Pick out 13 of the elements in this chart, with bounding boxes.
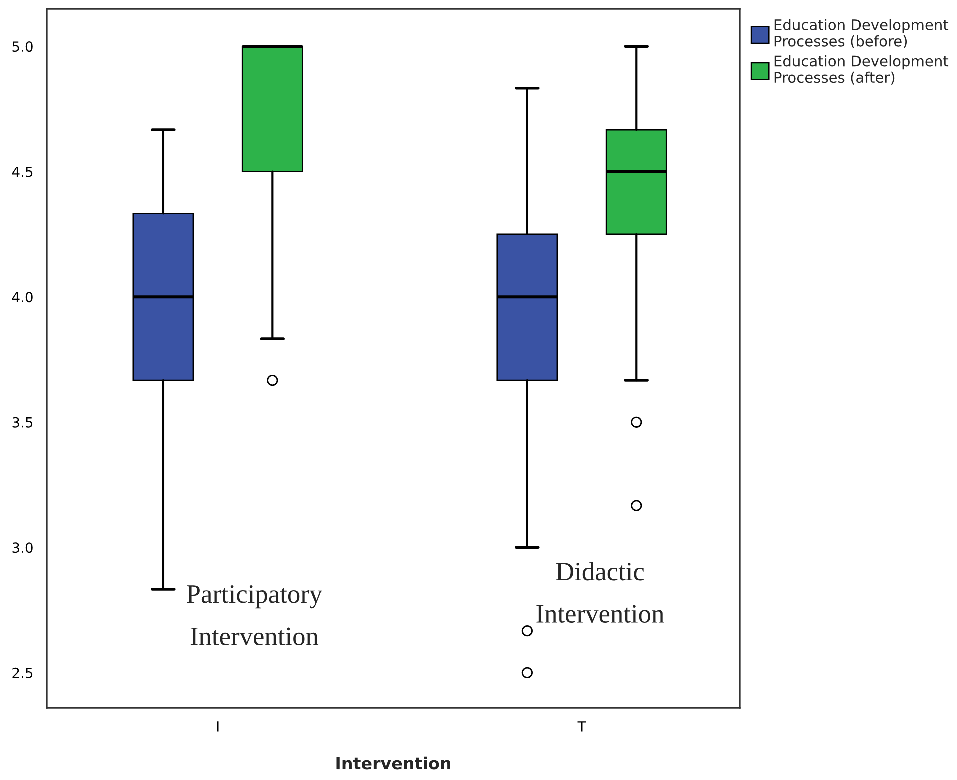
y-tick-label: 3.0	[12, 542, 33, 554]
x-axis-title: Intervention	[336, 756, 450, 770]
y-tick-label: 4.5	[12, 167, 33, 178]
x-tick-label: I	[217, 722, 219, 732]
annotation: Participatory Intervention	[187, 585, 323, 646]
annotation: Didactic Intervention	[536, 562, 664, 623]
legend-label: Education Development Processes (before)	[774, 19, 949, 49]
y-tick-label: 2.5	[12, 668, 33, 678]
x-tick-label: T	[578, 722, 586, 732]
y-tick-label: 3.5	[12, 417, 33, 428]
y-tick-label: 5.0	[12, 42, 33, 52]
y-tick-label: 4.0	[12, 292, 33, 303]
legend-label: Education Development Processes (after)	[774, 55, 949, 85]
